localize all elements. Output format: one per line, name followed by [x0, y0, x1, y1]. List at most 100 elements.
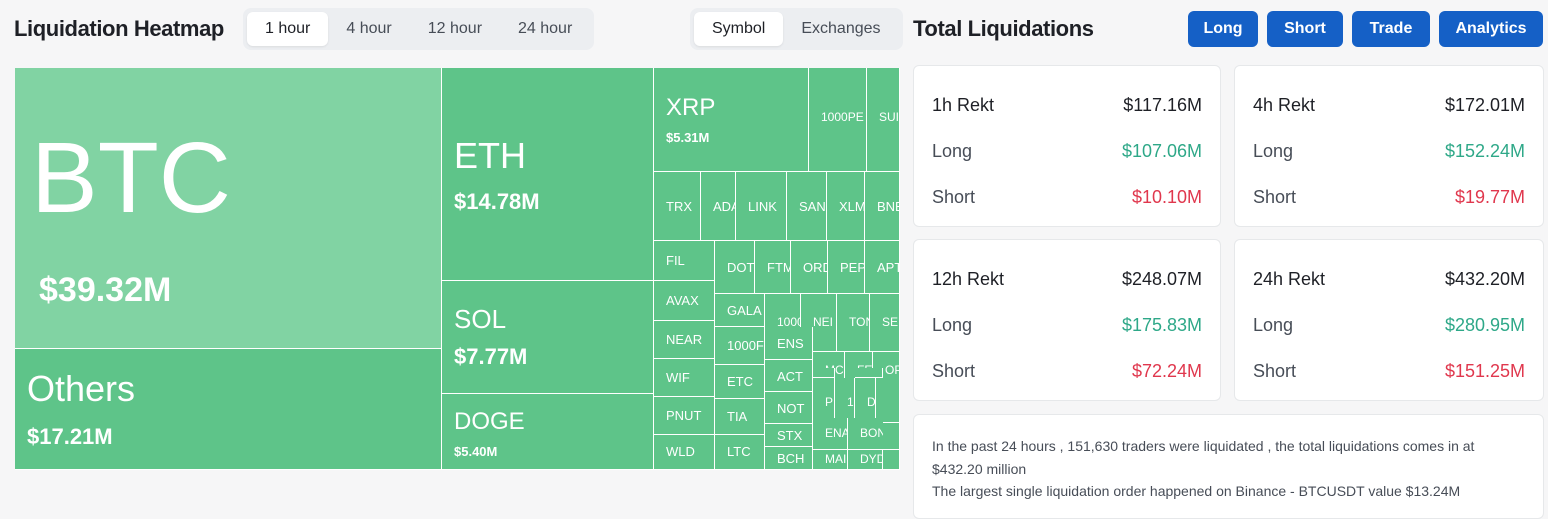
card-total: $172.01M: [1444, 95, 1525, 115]
analytics-button[interactable]: Analytics: [1439, 11, 1543, 47]
long-label: Long: [1253, 141, 1294, 161]
heatmap-tile-sei[interactable]: SEI: [870, 294, 900, 352]
heatmap-tile[interactable]: [813, 368, 835, 378]
long-button[interactable]: Long: [1188, 11, 1258, 47]
tile-symbol: TIA: [727, 409, 748, 424]
timeframe-24h[interactable]: 24 hour: [518, 20, 573, 37]
tile-symbol: DOT: [727, 260, 755, 275]
heatmap-tile-wld[interactable]: WLD: [654, 435, 715, 470]
mode-symbol[interactable]: Symbol: [694, 12, 784, 46]
tile-symbol: 1000PE: [821, 110, 864, 124]
heatmap-tile-etc[interactable]: ETC: [715, 365, 765, 399]
rekt-card-12h: 12h Rekt $248.07M Long $175.83M Short $72.2…: [913, 239, 1221, 401]
short-value: $151.25M: [1444, 361, 1525, 381]
heatmap-tile-link[interactable]: LINK: [736, 172, 787, 241]
tile-symbol: MAI: [825, 452, 847, 466]
short-button[interactable]: Short: [1267, 11, 1343, 47]
timeframe-4h[interactable]: 4 hour: [346, 20, 392, 37]
heatmap-tile-bch[interactable]: BCH: [765, 447, 813, 470]
timeframe-1h[interactable]: 1 hour: [247, 12, 329, 46]
tile-symbol: ETC: [727, 374, 753, 389]
tile-symbol: XRP: [666, 94, 716, 121]
card-total: $248.07M: [1121, 269, 1202, 289]
rekt-card-4h: 4h Rekt $172.01M Long $152.24M Short $19.77…: [1234, 65, 1544, 227]
tile-symbol: FIL: [666, 253, 685, 268]
tile-value: $5.40M: [454, 444, 498, 459]
tile-symbol: LINK: [748, 199, 777, 214]
tile-value: $17.21M: [27, 424, 113, 449]
heatmap-tile-pep[interactable]: PEP: [828, 241, 865, 294]
tile-symbol: ORD: [803, 260, 827, 275]
heatmap-tile[interactable]: [883, 450, 900, 470]
tile-symbol: BNE: [877, 199, 899, 214]
tile-symbol: SAN: [799, 199, 826, 214]
timeframe-12h[interactable]: 12 hour: [427, 20, 483, 37]
heatmap-tile-ada[interactable]: ADA: [701, 172, 736, 241]
tile-symbol: NEAR: [666, 332, 703, 347]
tile-symbol: P: [825, 395, 834, 409]
heatmap-tile[interactable]: [855, 368, 883, 378]
tile-symbol: NOT: [777, 401, 805, 416]
long-value: $175.83M: [1121, 315, 1202, 335]
tile-symbol: ACT: [777, 369, 803, 384]
tile-symbol: LTC: [727, 444, 751, 459]
tile-symbol: TRX: [666, 199, 692, 214]
tile-symbol: BTC: [31, 122, 231, 234]
heatmap-tile-ftm[interactable]: FTM: [755, 241, 791, 294]
heatmap-tile-not[interactable]: NOT: [765, 392, 813, 424]
heatmap-tile[interactable]: [883, 423, 900, 450]
heatmap-tile-dyd[interactable]: DYD: [848, 450, 883, 470]
tile-symbol: 1000F: [727, 338, 764, 353]
card-label: 24h Rekt: [1253, 269, 1326, 289]
heatmap-tile-act[interactable]: ACT: [765, 360, 813, 392]
heatmap-tile-eth[interactable]: ETH $14.78M: [442, 68, 654, 281]
heatmap-tile-near[interactable]: NEAR: [654, 321, 715, 359]
heatmap-tile-mai[interactable]: MAI: [813, 450, 848, 470]
long-value: $107.06M: [1121, 141, 1202, 161]
heatmap-tile-doge[interactable]: DOGE $5.40M: [442, 394, 654, 470]
tile-symbol: OP: [885, 363, 899, 377]
card-label: 4h Rekt: [1253, 95, 1316, 115]
heatmap-tile-ena[interactable]: ENA: [813, 418, 848, 450]
heatmap-tile-xlm[interactable]: XLM: [827, 172, 865, 241]
tile-value: $7.77M: [454, 344, 528, 369]
heatmap-tile-ltc[interactable]: LTC: [715, 435, 765, 470]
heatmap-tile-bne[interactable]: BNE: [865, 172, 900, 241]
heatmap-tile-stx[interactable]: STX: [765, 424, 813, 447]
heatmap-tile-others[interactable]: Others $17.21M: [15, 349, 442, 470]
heatmap-tile-avax[interactable]: AVAX: [654, 281, 715, 321]
heatmap-tile-san[interactable]: SAN: [787, 172, 827, 241]
tile-symbol: DOGE: [454, 408, 525, 435]
heatmap-tile-sol[interactable]: SOL $7.77M: [442, 281, 654, 394]
mode-exchanges[interactable]: Exchanges: [801, 20, 881, 37]
heatmap-tile-ens[interactable]: ENS: [765, 327, 813, 360]
long-value: $280.95M: [1444, 315, 1525, 335]
tile-symbol: Others: [27, 368, 136, 409]
tile-value: $14.78M: [454, 189, 540, 214]
heatmap-tile-xrp[interactable]: XRP $5.31M: [654, 68, 809, 172]
tile-symbol: NEI: [813, 315, 834, 329]
liquidation-summary: In the past 24 hours , 151,630 traders w…: [913, 414, 1544, 519]
tile-symbol: 1000: [777, 315, 800, 329]
heatmap-tile-gala[interactable]: GALA: [715, 294, 765, 327]
heatmap-tile-apt[interactable]: APT: [865, 241, 900, 294]
heatmap-tile-sui[interactable]: SUI: [867, 68, 900, 172]
heatmap-tile-ton[interactable]: TON: [837, 294, 870, 352]
tile-symbol: SEI: [882, 315, 900, 329]
short-label: Short: [932, 187, 976, 207]
heatmap-tile-ord[interactable]: ORD: [791, 241, 828, 294]
heatmap-tile-wif[interactable]: WIF: [654, 359, 715, 397]
heatmap-tile-btc[interactable]: BTC $39.32M: [15, 68, 442, 349]
card-label: 1h Rekt: [932, 95, 995, 115]
heatmap-tile-tia[interactable]: TIA: [715, 399, 765, 435]
heatmap-tile[interactable]: [883, 378, 900, 423]
trade-button[interactable]: Trade: [1352, 11, 1430, 47]
heatmap-tile-dot[interactable]: DOT: [715, 241, 755, 294]
heatmap-tile-pnut[interactable]: PNUT: [654, 397, 715, 435]
heatmap-tile-1000f[interactable]: 1000F: [715, 327, 765, 365]
tile-symbol: D: [867, 395, 876, 409]
heatmap-tile-trx[interactable]: TRX: [654, 172, 701, 241]
heatmap-tile-fil[interactable]: FIL: [654, 241, 715, 281]
tile-symbol: BCH: [777, 451, 805, 466]
heatmap-tile-1000pe[interactable]: 1000PE: [809, 68, 867, 172]
